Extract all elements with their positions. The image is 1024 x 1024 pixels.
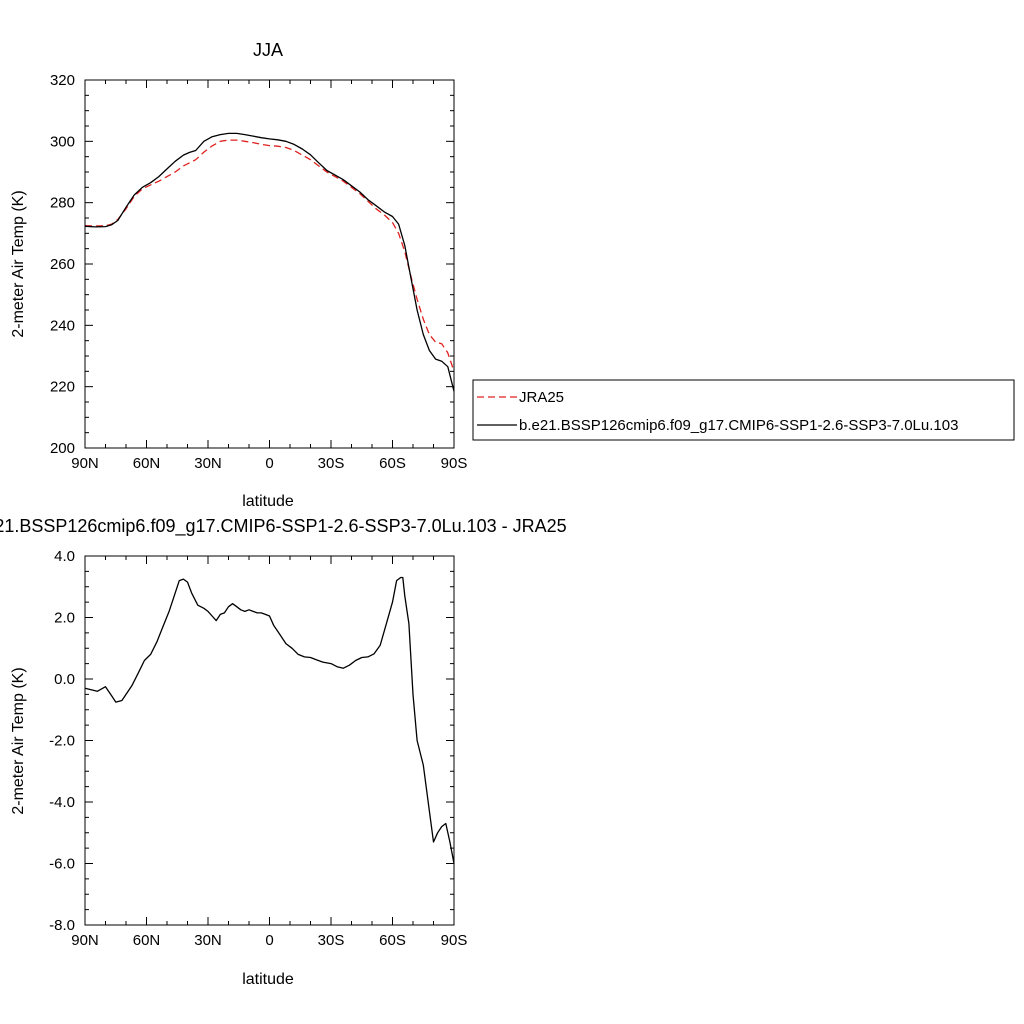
x-tick-label: 60S xyxy=(379,932,406,949)
x-tick-label: 90S xyxy=(441,932,468,949)
chart-title: b.e21.BSSP126cmip6.f09_g17.CMIP6-SSP1-2.… xyxy=(0,516,567,537)
y-tick-label: 0.0 xyxy=(54,671,75,688)
plot-frame xyxy=(84,555,455,926)
series-line-series-0 xyxy=(84,576,455,864)
x-tick-label: 60S xyxy=(379,455,406,472)
x-tick-label: 90S xyxy=(441,455,468,472)
y-tick-label: 240 xyxy=(50,317,75,334)
y-tick-label: 4.0 xyxy=(54,548,75,565)
plot-frame xyxy=(84,79,455,449)
y-tick-label: -4.0 xyxy=(49,794,75,811)
legend-label-jra25: JRA25 xyxy=(519,389,564,406)
y-tick-label: 220 xyxy=(50,379,75,396)
y-tick-label: -6.0 xyxy=(49,856,75,873)
axis-layer: 200 220 240 260 280 300 320 90N 60N 30N 0 30S 60S 90S xyxy=(50,72,467,472)
y-axis-label: 2-meter Air Temp (K) xyxy=(10,667,27,814)
y-tick-label: 260 xyxy=(50,256,75,273)
y-axis-label: 2-meter Air Temp (K) xyxy=(10,190,27,337)
axis-layer: -8.0 -6.0 -4.0 -2.0 0.0 2.0 4.0 90N 60N 30N 0 30S 60… xyxy=(49,548,467,949)
y-tick-label: -8.0 xyxy=(49,917,75,934)
x-axis-label: latitude xyxy=(242,493,294,510)
series-line-jra25 xyxy=(84,139,455,372)
x-tick-label: 0 xyxy=(265,932,273,949)
x-tick-label: 30N xyxy=(194,455,222,472)
x-axis-label: latitude xyxy=(242,971,294,988)
x-tick-label: 90N xyxy=(71,932,99,949)
legend-box xyxy=(472,379,1015,441)
x-tick-label: 30S xyxy=(318,455,345,472)
y-tick-label: -2.0 xyxy=(49,733,75,750)
legend: JRA25 b.e21.BSSP126cmip6.f09_g17.CMIP6-S… xyxy=(472,379,1015,441)
chart-title: JJA xyxy=(253,40,283,60)
x-tick-label: 90N xyxy=(71,455,99,472)
x-tick-label: 60N xyxy=(133,932,161,949)
y-tick-label: 280 xyxy=(50,195,75,212)
x-tick-label: 30N xyxy=(194,932,222,949)
x-tick-label: 0 xyxy=(265,455,273,472)
legend-label-model: b.e21.BSSP126cmip6.f09_g17.CMIP6-SSP1-2.… xyxy=(519,417,958,434)
x-tick-label: 30S xyxy=(318,932,345,949)
x-tick-label: 60N xyxy=(133,455,161,472)
y-tick-label: 200 xyxy=(50,440,75,457)
y-tick-label: 320 xyxy=(50,72,75,89)
y-tick-label: 300 xyxy=(50,133,75,150)
temperature-panel: JJA 200 220 240 260 280 300 320 90N 60N 30N 0 30S 60… xyxy=(10,40,467,510)
y-tick-label: 2.0 xyxy=(54,610,75,627)
series-layer xyxy=(84,576,455,864)
series-layer xyxy=(84,132,455,392)
difference-panel: b.e21.BSSP126cmip6.f09_g17.CMIP6-SSP1-2.… xyxy=(0,516,567,988)
series-line-b-e21-bssp126cmip6-f09-g17-cmip6-ssp1-2-6-ssp3-7-0lu-103 xyxy=(84,132,455,392)
